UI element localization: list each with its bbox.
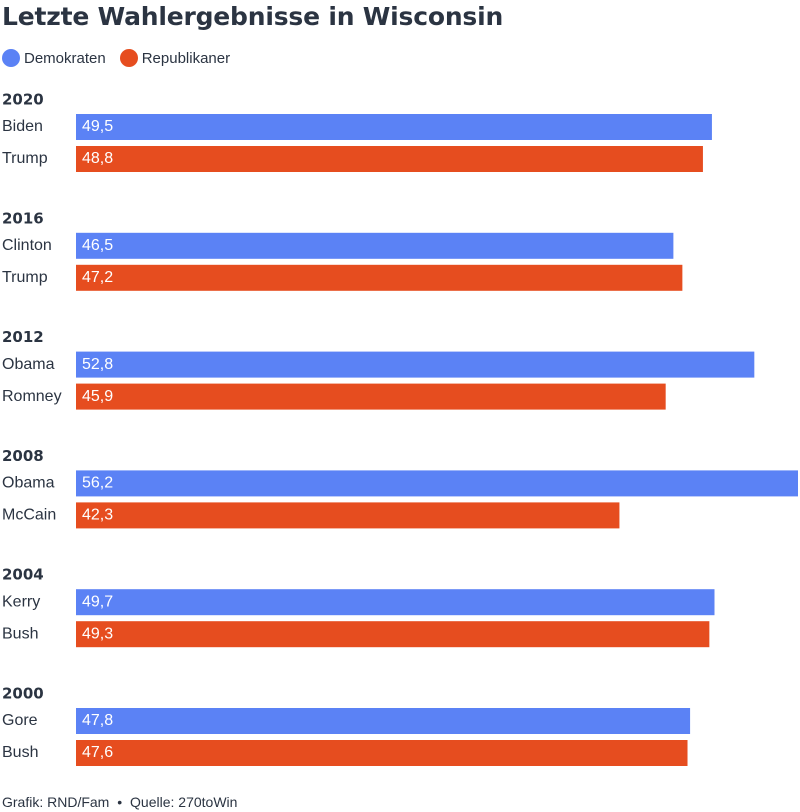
bar-bush-2004 <box>76 621 710 648</box>
value-label-romney-2012: 45,9 <box>82 388 113 405</box>
year-label-2004: 2004 <box>2 566 44 584</box>
year-label-2000: 2000 <box>2 685 44 703</box>
credit-text: Grafik: RND/Fam <box>2 794 110 810</box>
bar-romney-2012 <box>76 383 666 410</box>
legend: Demokraten Republikaner <box>2 49 244 67</box>
value-label-gore-2000: 47,8 <box>82 712 113 729</box>
candidate-label-bush-2000: Bush <box>2 744 38 761</box>
candidate-label-obama-2008: Obama <box>2 475 55 492</box>
bar-biden-2020 <box>76 114 712 140</box>
candidate-label-romney-2012: Romney <box>2 388 62 405</box>
value-label-kerry-2004: 49,7 <box>82 593 113 610</box>
value-label-obama-2012: 52,8 <box>82 356 113 373</box>
value-label-obama-2008: 56,2 <box>82 475 113 492</box>
value-label-clinton-2016: 46,5 <box>82 237 113 254</box>
legend-label-demokraten: Demokraten <box>24 49 106 67</box>
legend-item-demokraten: Demokraten <box>2 49 106 67</box>
bar-mccain-2008 <box>76 502 620 529</box>
legend-item-republikaner: Republikaner <box>119 49 231 67</box>
year-label-2008: 2008 <box>2 447 44 465</box>
bar-chart: 2020 Biden 49,5 Trump 48,8 2016 Clinton 46,5 Tru… <box>2 91 798 766</box>
value-label-mccain-2008: 42,3 <box>82 507 113 524</box>
bar-gore-2000 <box>76 708 691 734</box>
value-label-trump-2016: 47,2 <box>82 269 113 286</box>
legend-swatch-republikaner <box>119 49 138 67</box>
bar-obama-2008 <box>76 470 798 497</box>
candidate-label-trump-2016: Trump <box>2 269 48 286</box>
year-label-2012: 2012 <box>2 328 44 346</box>
value-label-bush-2004: 49,3 <box>82 625 113 642</box>
year-label-2016: 2016 <box>2 209 44 227</box>
candidate-label-obama-2012: Obama <box>2 356 55 373</box>
footer: Grafik: RND/Fam • Quelle: 270toWin <box>2 794 237 810</box>
footer-separator: • <box>117 794 123 810</box>
value-label-biden-2020: 49,5 <box>82 118 113 135</box>
chart-title: Letzte Wahlergebnisse in Wisconsin <box>2 2 504 31</box>
candidate-label-bush-2004: Bush <box>2 625 38 642</box>
candidate-label-clinton-2016: Clinton <box>2 237 52 254</box>
candidate-label-mccain-2008: McCain <box>2 507 56 524</box>
bar-trump-2016 <box>76 264 683 291</box>
source-text: Quelle: 270toWin <box>130 794 238 810</box>
bar-obama-2012 <box>76 351 755 378</box>
bar-trump-2020 <box>76 146 703 172</box>
bar-bush-2000 <box>76 740 688 766</box>
year-label-2020: 2020 <box>2 91 44 109</box>
legend-swatch-demokraten <box>2 49 20 67</box>
bar-clinton-2016 <box>76 232 674 259</box>
bar-kerry-2004 <box>76 589 715 616</box>
value-label-bush-2000: 47,6 <box>82 744 113 761</box>
legend-label-republikaner: Republikaner <box>141 49 231 67</box>
candidate-label-gore-2000: Gore <box>2 712 38 729</box>
candidate-label-biden-2020: Biden <box>2 118 43 135</box>
candidate-label-trump-2020: Trump <box>2 150 48 167</box>
candidate-label-kerry-2004: Kerry <box>2 593 40 610</box>
value-label-trump-2020: 48,8 <box>82 150 113 167</box>
